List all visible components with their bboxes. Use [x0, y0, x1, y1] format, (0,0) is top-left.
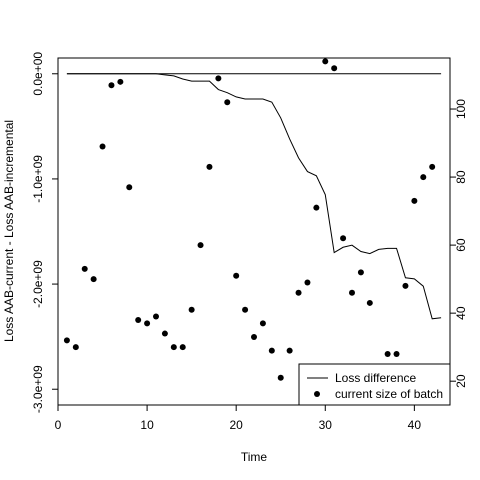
batch-size-point: [188, 306, 195, 313]
legend-label: current size of batch: [335, 387, 443, 401]
batch-size-point: [72, 344, 79, 351]
batch-size-point: [268, 347, 275, 354]
x-axis-label: Time: [241, 450, 268, 464]
batch-size-point: [259, 320, 266, 327]
x-tick-label: 20: [230, 418, 244, 432]
batch-size-point: [429, 163, 436, 170]
batch-size-point: [233, 272, 240, 279]
y-left-tick-label: -3.0e+09: [31, 365, 45, 413]
batch-size-point: [206, 163, 213, 170]
batch-size-point: [411, 197, 418, 204]
x-tick-label: 40: [408, 418, 422, 432]
batch-size-point: [340, 235, 347, 242]
y-left-tick-label: 0.0e+00: [31, 52, 45, 96]
x-tick-label: 30: [319, 418, 333, 432]
batch-size-point: [90, 276, 97, 283]
batch-size-point: [366, 299, 373, 306]
batch-size-point: [242, 306, 249, 313]
batch-size-point: [313, 204, 320, 211]
batch-size-point: [126, 184, 133, 191]
legend-label: Loss difference: [335, 371, 416, 385]
batch-size-point: [215, 75, 222, 82]
legend-box: [298, 363, 451, 406]
chart-marks: 0 10 20 30 40 0.0e+00 -1.0e+09 -2.0e+09 -3.0e+09…: [31, 52, 468, 432]
batch-size-point: [251, 333, 257, 340]
batch-size-point: [384, 350, 391, 357]
batch-size-point: [357, 269, 364, 276]
batch-size-point: [197, 242, 204, 249]
batch-size-point: [81, 265, 88, 272]
plot-frame: [57, 57, 451, 406]
y-left-tick-label: -1.0e+09: [31, 155, 45, 203]
batch-size-point: [402, 282, 409, 289]
batch-size-point: [304, 279, 311, 286]
y-right-tick-label: 20: [454, 374, 468, 388]
batch-size-point: [179, 344, 186, 351]
batch-size-point: [331, 65, 338, 72]
batch-size-point: [286, 347, 293, 354]
batch-size-point: [161, 330, 168, 337]
batch-size-point: [135, 316, 142, 323]
y-axis-label-left: Loss AAB-current - Loss AAB-incremental: [2, 120, 16, 342]
batch-size-point: [349, 289, 355, 296]
x-tick-label: 10: [140, 418, 154, 432]
y-right-tick-label: 60: [454, 238, 468, 252]
batch-size-point: [117, 78, 124, 85]
y-left-tick-label: -2.0e+09: [31, 260, 45, 308]
batch-size-point: [99, 143, 106, 150]
batch-size-point: [224, 99, 231, 106]
x-tick-label: 0: [55, 418, 62, 432]
legend-point-swatch: [314, 391, 320, 397]
batch-size-point: [144, 320, 151, 327]
batch-size-point: [153, 313, 159, 320]
batch-size-point: [393, 350, 400, 357]
batch-size-point: [277, 374, 284, 381]
batch-size-point: [420, 174, 427, 181]
loss-difference-line: [66, 73, 442, 320]
batch-size-point: [322, 58, 329, 65]
batch-size-point: [295, 289, 302, 296]
batch-size-point: [108, 82, 115, 89]
batch-size-point: [63, 337, 70, 344]
y-right-tick-label: 100: [454, 99, 468, 119]
y-right-tick-label: 40: [454, 306, 468, 320]
batch-size-point: [170, 344, 177, 351]
y-right-tick-label: 80: [454, 170, 468, 184]
